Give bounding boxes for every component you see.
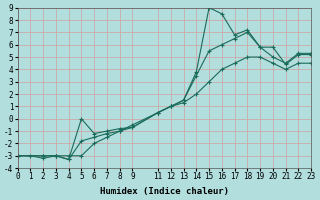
X-axis label: Humidex (Indice chaleur): Humidex (Indice chaleur) [100,187,229,196]
